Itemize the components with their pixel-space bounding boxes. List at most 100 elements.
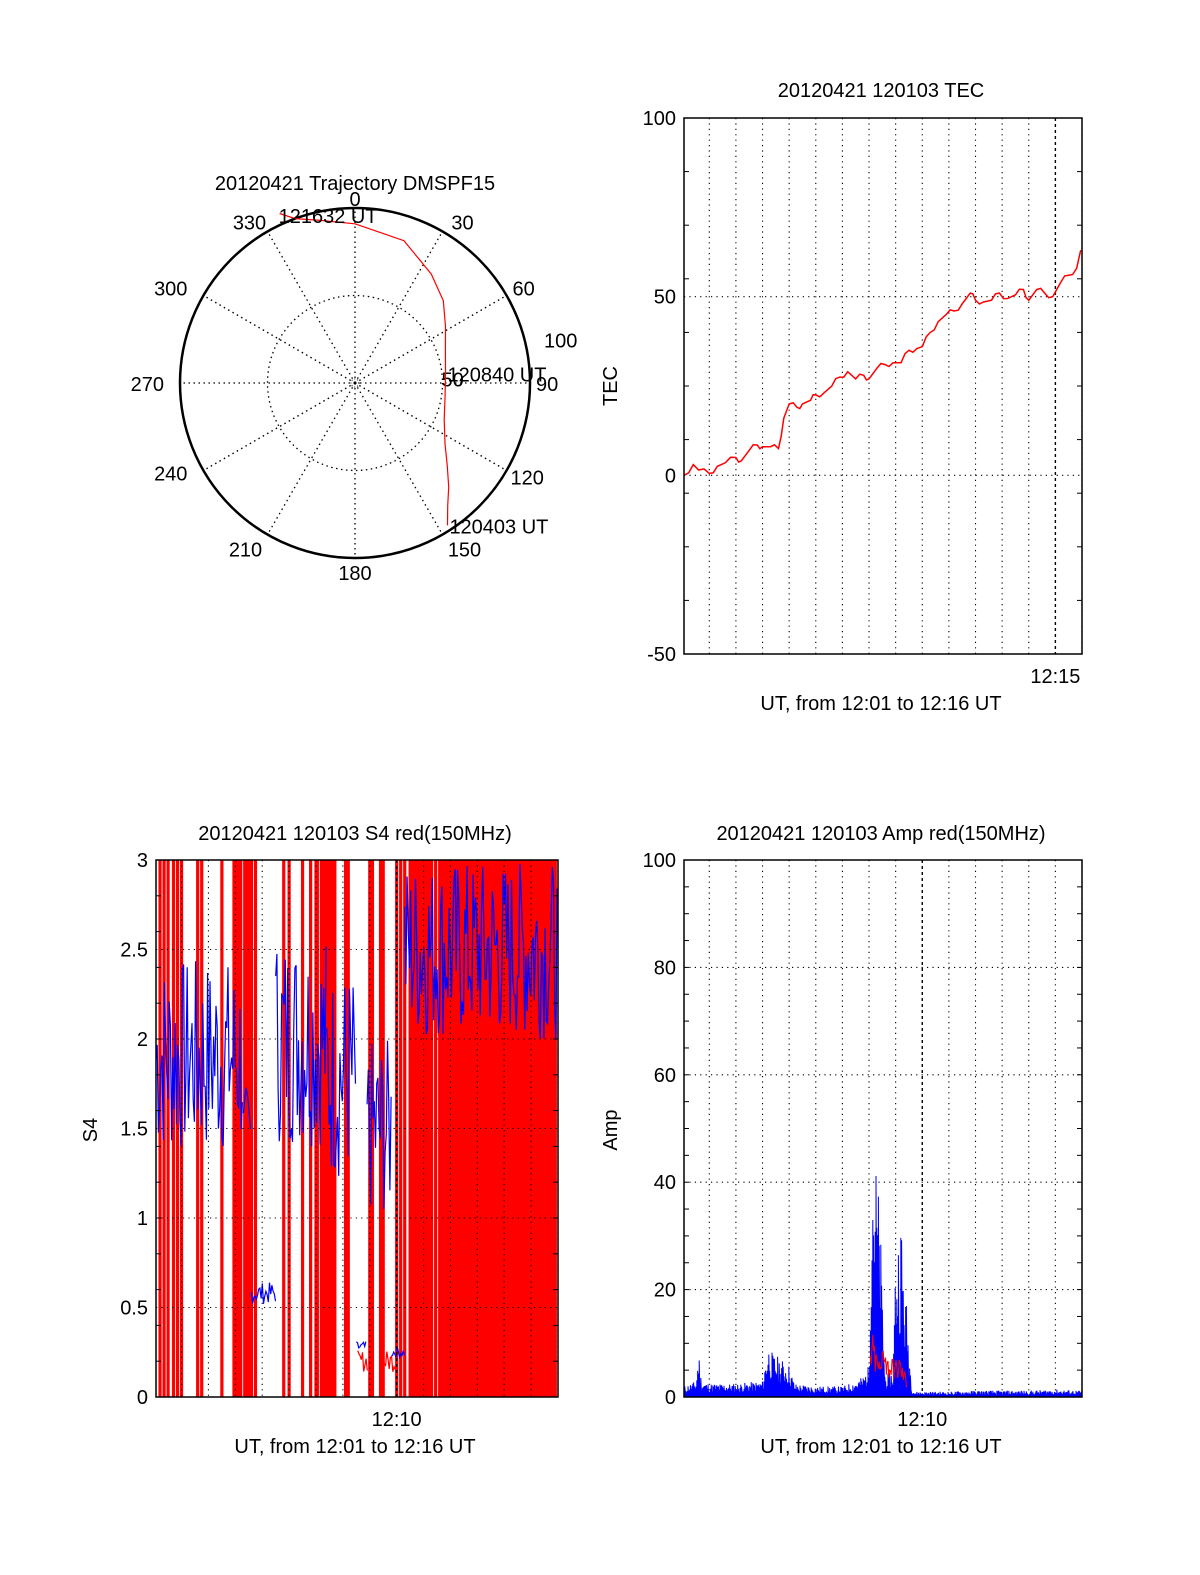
- s4-x-tick-label: 12:10: [372, 1409, 422, 1431]
- amp-title: 20120421 120103 Amp red(150MHz): [716, 823, 1045, 845]
- s4-red-spike: [421, 860, 426, 1397]
- trajectory-time-label: 120840 UT: [448, 364, 547, 386]
- tec-x-tick-label: 12:15: [1030, 666, 1080, 688]
- s4-red-spike: [532, 860, 536, 1397]
- polar-radial-labels: 50 100: [442, 331, 578, 392]
- s4-frame: [155, 859, 559, 1398]
- s4-red-spike: [545, 860, 549, 1397]
- s4-red-spike: [253, 860, 258, 1397]
- s4-red-spike: [518, 860, 522, 1397]
- polar-title: 20120421 Trajectory DMSPF15: [215, 173, 495, 195]
- s4-red-spike: [196, 860, 200, 1397]
- s4-red-spike: [499, 860, 504, 1397]
- s4-x-label: UT, from 12:01 to 12:16 UT: [234, 1436, 475, 1458]
- s4-red-spike: [319, 860, 323, 1397]
- s4-red-spike: [166, 860, 170, 1397]
- polar-angle-label: 300: [154, 279, 187, 301]
- tec-title: 20120421 120103 TEC: [778, 80, 984, 102]
- amp-x-label: UT, from 12:01 to 12:16 UT: [760, 1436, 1001, 1458]
- s4-red-spike: [526, 860, 531, 1397]
- polar-grid: [180, 208, 530, 558]
- polar-angle-label: 210: [229, 540, 262, 562]
- s4-red-spike: [427, 860, 431, 1397]
- s4-red-spike: [553, 860, 557, 1397]
- s4-red-spike: [486, 860, 490, 1397]
- polar-spoke: [354, 382, 444, 535]
- s4-title: 20120421 120103 S4 red(150MHz): [198, 823, 512, 845]
- polar-spoke: [266, 382, 356, 535]
- s4-red-spike: [411, 860, 415, 1397]
- polar-spoke: [354, 382, 507, 472]
- s4-y-tick-label: 1.5: [120, 1119, 148, 1141]
- s4-red-spike: [510, 860, 514, 1397]
- amp-y-ticks: 100 80 60 40 20 0: [643, 850, 1082, 1409]
- tec-y-tick-label: 0: [665, 465, 676, 487]
- s4-red-spike: [162, 860, 166, 1397]
- polar-angle-label: 0: [349, 189, 360, 211]
- s4-red-spike: [513, 860, 517, 1397]
- polar-angle-label: 150: [448, 540, 481, 562]
- s4-red-spike: [464, 860, 469, 1397]
- polar-angle-label: 180: [338, 563, 371, 585]
- s4-red-spike: [282, 860, 286, 1397]
- s4-red-spike: [505, 860, 509, 1397]
- s4-panel: 20120421 120103 S4 red(150MHz) 3 2.5 2 1.5 1…: [80, 823, 559, 1458]
- s4-red-spike: [454, 860, 458, 1397]
- s4-red-spike: [489, 860, 493, 1397]
- s4-red-spike: [325, 860, 329, 1397]
- polar-angle-label: 330: [233, 212, 266, 234]
- s4-red-spike: [521, 860, 525, 1397]
- s4-red-spike: [158, 860, 162, 1397]
- amp-red-trace: [869, 1334, 908, 1388]
- trajectory-time-label: 120403 UT: [449, 516, 548, 538]
- s4-red-trace: [382, 1351, 397, 1372]
- s4-red-spike: [171, 860, 176, 1397]
- s4-red-spike: [200, 860, 204, 1397]
- s4-blue-trace: [275, 946, 327, 1147]
- polar-spoke: [354, 231, 444, 384]
- s4-red-spike: [438, 860, 442, 1397]
- s4-y-tick-label: 0: [137, 1387, 148, 1409]
- s4-red-spike: [459, 860, 463, 1397]
- amp-y-label: Amp: [600, 1109, 622, 1150]
- s4-red-spike: [540, 860, 544, 1397]
- trajectory-time-label: 121632 UT: [279, 206, 378, 228]
- amp-y-tick-label: 0: [665, 1387, 676, 1409]
- s4-blue-trace: [326, 987, 357, 1176]
- tec-x-label: UT, from 12:01 to 12:16 UT: [760, 693, 1001, 715]
- polar-ring: [266, 294, 444, 472]
- s4-red-spike: [175, 860, 180, 1397]
- s4-red-spike: [516, 860, 520, 1397]
- tec-y-label: TEC: [600, 366, 622, 406]
- tec-y-ticks: 100 50 0 -50: [643, 108, 1082, 666]
- s4-y-label: S4: [80, 1118, 102, 1142]
- s4-red-spike: [529, 860, 533, 1397]
- s4-red-spike: [448, 860, 453, 1397]
- s4-red-spike: [399, 860, 403, 1397]
- polar-angle-label: 120: [511, 468, 544, 490]
- s4-red-spike: [395, 860, 399, 1397]
- s4-red-spike: [502, 860, 506, 1397]
- polar-angle-label: 60: [513, 279, 535, 301]
- polar-center: [350, 378, 360, 388]
- s4-grid: [156, 860, 559, 1397]
- amp-y-tick-label: 20: [654, 1280, 676, 1302]
- polar-spoke: [354, 294, 507, 384]
- polar-radial-label: 50: [442, 369, 464, 391]
- s4-x-ticks: 12:10: [372, 1409, 422, 1431]
- s4-blue-trace: [404, 863, 558, 1040]
- polar-radial-label: 100: [544, 331, 577, 353]
- amp-series: [683, 1175, 1083, 1398]
- s4-y-tick-label: 2: [137, 1029, 148, 1051]
- s4-y-ticks: 3 2.5 2 1.5 1 0.5 0: [120, 850, 558, 1409]
- s4-y-tick-label: 1: [137, 1208, 148, 1230]
- polar-angle-label: 270: [131, 374, 164, 396]
- s4-red-spike: [481, 860, 485, 1397]
- polar-angle-label: 30: [451, 212, 473, 234]
- s4-red-spike: [475, 860, 479, 1397]
- s4-red-spike: [548, 860, 552, 1397]
- s4-y-tick-label: 3: [137, 850, 148, 872]
- s4-blue-trace: [242, 1087, 252, 1129]
- polar-spoke: [203, 382, 356, 472]
